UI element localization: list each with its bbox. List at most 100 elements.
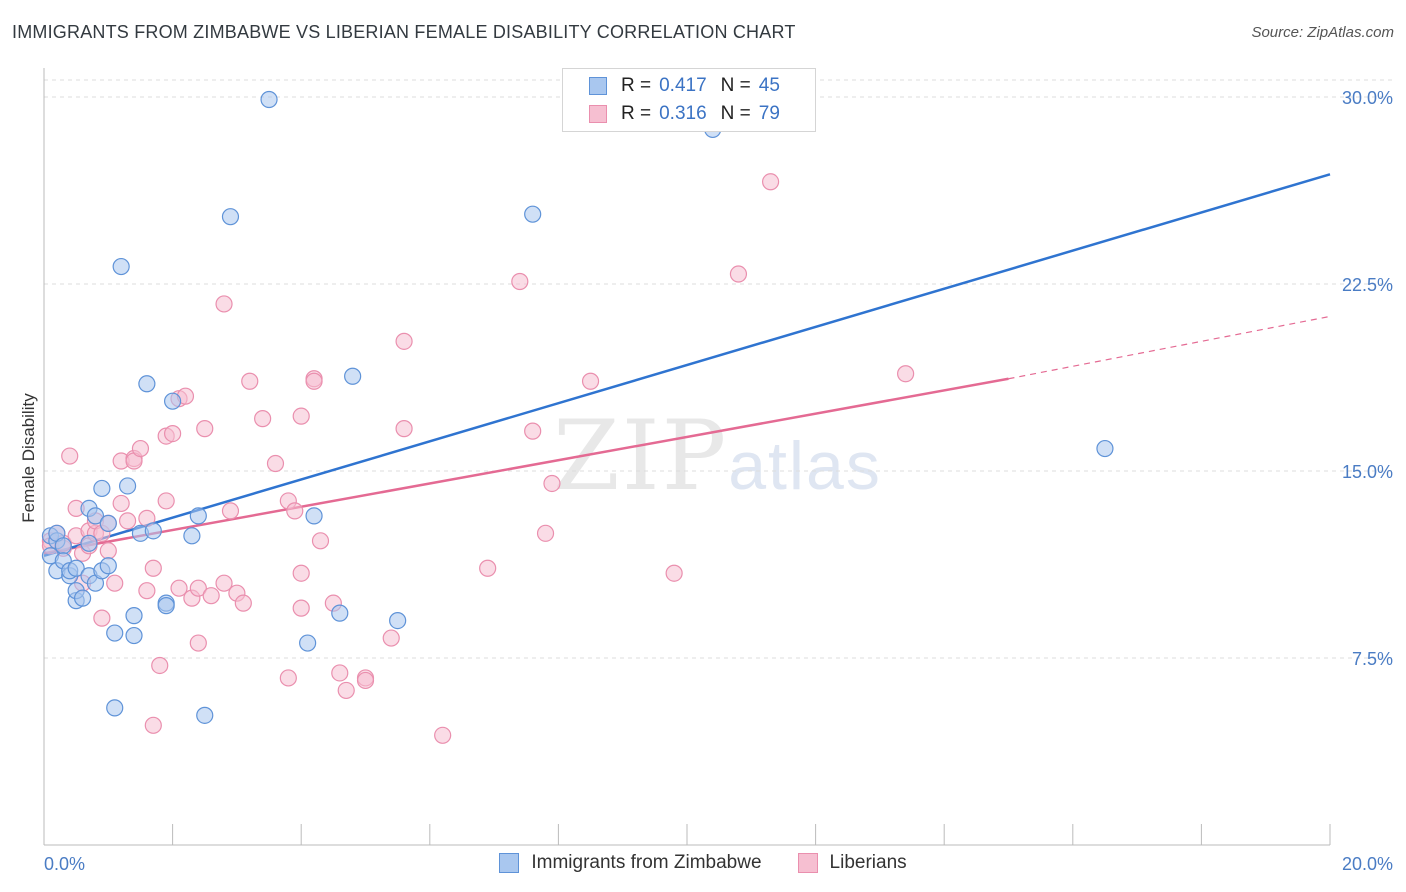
liberians-point (897, 365, 915, 383)
legend-n-value: 45 (758, 75, 780, 96)
legend-swatch-blue (589, 77, 607, 95)
liberians-point (144, 559, 162, 577)
y-tick-label: 30.0% (1342, 88, 1393, 108)
liberians-point (395, 332, 413, 350)
liberians-point (112, 494, 130, 513)
liberians-point (189, 579, 207, 597)
liberians-point (543, 474, 561, 493)
legend-r-label: R = (621, 103, 652, 124)
liberians-point (434, 726, 452, 744)
zimbabwe-point (389, 611, 407, 630)
liberians-point (311, 532, 330, 550)
zimbabwe-point (183, 527, 201, 545)
liberians-point (382, 629, 400, 647)
legend-r-label: R = (621, 75, 652, 96)
zimbabwe-point (1096, 439, 1114, 458)
gridlines (44, 79, 1392, 659)
chart-title: IMMIGRANTS FROM ZIMBABWE VS LIBERIAN FEM… (12, 22, 796, 42)
liberians-trend-extension (1008, 315, 1331, 380)
zimbabwe-trend-line (43, 173, 1331, 557)
zimbabwe-point (305, 507, 323, 525)
legend-n-label: N = (720, 75, 751, 96)
zimbabwe-point (86, 507, 105, 525)
legend-n-value: 79 (758, 103, 780, 124)
zimbabwe-point (54, 537, 72, 555)
source-credit: Source: ZipAtlas.com (1251, 24, 1394, 41)
liberians-point (536, 524, 555, 542)
liberians-point (292, 407, 310, 425)
zimbabwe-point (67, 559, 85, 577)
legend-swatch-pink (589, 105, 607, 123)
liberians-point (241, 372, 259, 390)
liberians-point (221, 502, 240, 520)
liberians-point (729, 265, 748, 283)
zimbabwe-point (524, 205, 542, 223)
liberians-point (202, 587, 220, 605)
liberians-point (581, 372, 600, 390)
axes (43, 68, 1331, 846)
zimbabwe-point (331, 604, 349, 622)
liberians-point (61, 447, 79, 465)
series-label-zimbabwe: Immigrants from Zimbabwe (531, 852, 762, 873)
liberians-point (164, 425, 182, 443)
zimbabwe-point (106, 699, 124, 717)
trend-lines (43, 173, 1331, 557)
liberians-point (151, 656, 169, 675)
zimbabwe-points (41, 90, 1114, 724)
zimbabwe-point (221, 208, 240, 226)
zimbabwe-point (99, 557, 117, 575)
liberians-point (524, 422, 542, 440)
liberians-point (138, 582, 156, 600)
tick-labels: 7.5% 15.0% 22.5% 30.0% 0.0% 20.0% Female Disab… (19, 88, 1393, 874)
zimbabwe-point (196, 706, 214, 724)
liberians-point (170, 579, 188, 597)
zimbabwe-point (125, 607, 143, 625)
zimbabwe-point (118, 477, 137, 495)
zimbabwe-point (260, 90, 278, 109)
liberians-point (118, 512, 137, 530)
zimbabwe-point (299, 634, 317, 652)
zimbabwe-point (157, 597, 175, 615)
zimbabwe-point (189, 507, 207, 525)
liberians-trend-line (43, 377, 1009, 555)
legend-r-value: 0.316 (659, 103, 707, 124)
liberians-point (337, 681, 355, 700)
liberians-point (144, 716, 162, 734)
series-label-liberians: Liberians (829, 852, 907, 873)
x-tick-label: 0.0% (44, 854, 85, 874)
zimbabwe-point (125, 626, 143, 645)
y-tick-label: 7.5% (1352, 649, 1393, 669)
legend-row-zimbabwe: R = 0.417 N = 45 (589, 73, 780, 99)
liberians-point (266, 454, 285, 473)
zimbabwe-point (112, 257, 130, 276)
zimbabwe-point (344, 367, 362, 385)
liberians-point (286, 502, 304, 520)
liberians-point (189, 634, 207, 652)
y-tick-label: 22.5% (1342, 275, 1393, 295)
liberians-point (106, 574, 124, 592)
zimbabwe-point (144, 522, 162, 540)
liberians-point (479, 559, 497, 577)
liberians-point (356, 671, 375, 690)
series-legend-zimbabwe[interactable]: Immigrants from Zimbabwe (499, 852, 762, 874)
y-tick-label: 15.0% (1342, 462, 1393, 482)
zimbabwe-point (73, 589, 92, 607)
liberians-point (215, 295, 233, 313)
legend-r-value: 0.417 (659, 75, 707, 96)
liberians-point (234, 594, 252, 612)
legend-n-label: N = (720, 103, 751, 124)
x-tick-label: 20.0% (1342, 854, 1393, 874)
liberians-point (292, 599, 310, 617)
series-legend-liberians[interactable]: Liberians (797, 852, 907, 874)
liberians-point (157, 492, 175, 510)
zimbabwe-point (80, 534, 98, 552)
liberians-point (292, 564, 310, 582)
liberians-point (331, 664, 349, 682)
liberians-point (254, 410, 272, 428)
liberians-point (305, 372, 323, 390)
liberians-point (196, 420, 214, 438)
series-swatch-blue (499, 853, 520, 873)
zimbabwe-point (99, 514, 117, 532)
legend-row-liberians: R = 0.316 N = 79 (589, 101, 780, 127)
